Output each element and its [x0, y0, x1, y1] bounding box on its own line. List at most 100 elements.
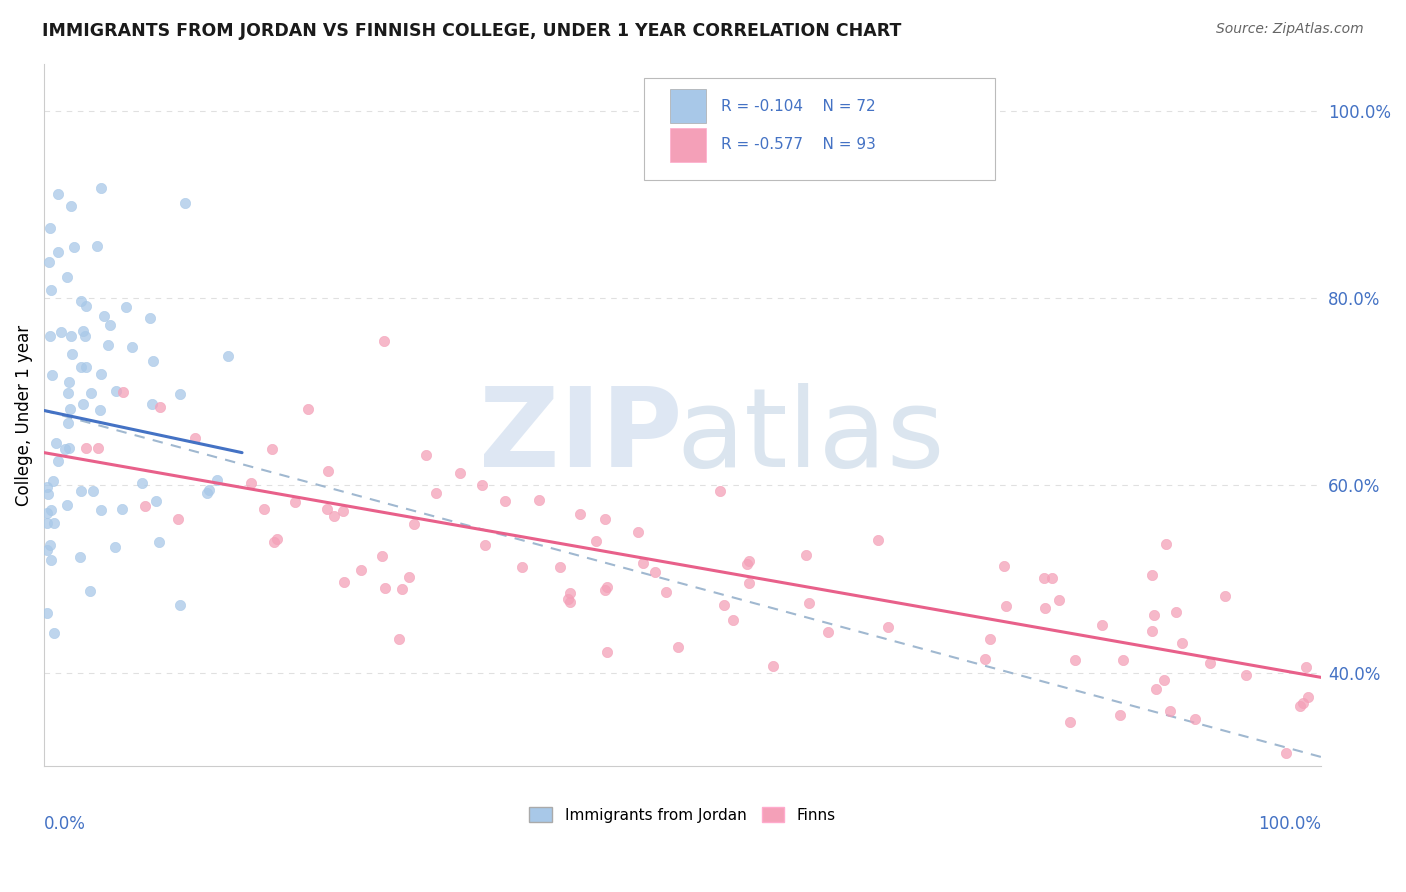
- Point: [1298, 690, 1320, 705]
- Point: [79, 584, 101, 599]
- Point: [46, 454, 69, 468]
- Point: [316, 464, 339, 478]
- Point: [148, 534, 170, 549]
- Point: [735, 557, 758, 571]
- Point: [596, 580, 619, 594]
- Point: [56, 386, 79, 401]
- Point: [60, 347, 83, 361]
- Point: [371, 549, 394, 564]
- Point: [93, 309, 115, 323]
- Point: [993, 558, 1015, 573]
- Point: [205, 473, 228, 487]
- Point: [41, 368, 63, 382]
- Point: [1143, 608, 1166, 623]
- Point: [39, 552, 62, 566]
- Legend: Immigrants from Jordan, Finns: Immigrants from Jordan, Finns: [523, 801, 842, 829]
- Point: [323, 509, 346, 524]
- Point: [332, 504, 354, 518]
- Point: [529, 493, 551, 508]
- Point: [39, 328, 62, 343]
- Point: [449, 466, 471, 480]
- Point: [56, 416, 79, 430]
- Point: [60, 329, 83, 343]
- Point: [568, 507, 591, 521]
- Point: [868, 533, 890, 547]
- Point: [58, 375, 80, 389]
- Point: [73, 328, 96, 343]
- Point: [98, 318, 121, 332]
- Point: [35, 542, 58, 557]
- Point: [1153, 673, 1175, 687]
- Point: [195, 486, 218, 500]
- Point: [1140, 624, 1163, 639]
- Point: [1040, 571, 1063, 585]
- Point: [402, 517, 425, 532]
- Point: [121, 340, 143, 354]
- Point: [1144, 682, 1167, 697]
- FancyBboxPatch shape: [669, 89, 706, 123]
- Point: [112, 385, 135, 400]
- Point: [97, 338, 120, 352]
- Point: [198, 483, 221, 497]
- Point: [1171, 636, 1194, 650]
- Point: [72, 324, 94, 338]
- Point: [1033, 600, 1056, 615]
- Point: [75, 441, 97, 455]
- Point: [1140, 568, 1163, 582]
- Point: [1295, 659, 1317, 673]
- Point: [35, 480, 58, 494]
- Point: [76, 360, 98, 375]
- Point: [44, 516, 66, 530]
- Point: [585, 533, 607, 548]
- Point: [415, 448, 437, 462]
- Point: [593, 582, 616, 597]
- FancyBboxPatch shape: [669, 128, 706, 161]
- Point: [560, 595, 582, 609]
- Point: [1154, 537, 1177, 551]
- Point: [1213, 589, 1236, 603]
- Point: [79, 386, 101, 401]
- Text: R = -0.104    N = 72: R = -0.104 N = 72: [721, 99, 876, 113]
- Point: [633, 556, 655, 570]
- Point: [388, 632, 411, 647]
- Point: [131, 475, 153, 490]
- Point: [184, 432, 207, 446]
- Text: ZIP: ZIP: [478, 383, 682, 490]
- Text: 100.0%: 100.0%: [1258, 815, 1322, 833]
- Point: [794, 549, 817, 563]
- Point: [762, 659, 785, 673]
- Point: [315, 502, 337, 516]
- Point: [1184, 712, 1206, 726]
- Point: [69, 484, 91, 499]
- Point: [169, 387, 191, 401]
- Point: [1059, 714, 1081, 729]
- Point: [90, 503, 112, 517]
- Text: Source: ZipAtlas.com: Source: ZipAtlas.com: [1216, 22, 1364, 37]
- Point: [1292, 696, 1315, 710]
- Point: [39, 283, 62, 297]
- Point: [217, 349, 239, 363]
- Point: [425, 485, 447, 500]
- Point: [167, 511, 190, 525]
- Text: IMMIGRANTS FROM JORDAN VS FINNISH COLLEGE, UNDER 1 YEAR CORRELATION CHART: IMMIGRANTS FROM JORDAN VS FINNISH COLLEG…: [42, 22, 901, 40]
- Text: R = -0.577    N = 93: R = -0.577 N = 93: [721, 137, 876, 153]
- Point: [1091, 617, 1114, 632]
- Text: atlas: atlas: [676, 383, 945, 490]
- Point: [49, 325, 72, 339]
- Point: [558, 586, 581, 600]
- Point: [1112, 653, 1135, 667]
- Text: 0.0%: 0.0%: [44, 815, 86, 833]
- Point: [139, 311, 162, 326]
- Point: [38, 221, 60, 235]
- Point: [797, 596, 820, 610]
- Point: [557, 592, 579, 607]
- Point: [82, 483, 104, 498]
- Point: [38, 255, 60, 269]
- Point: [1109, 708, 1132, 723]
- Point: [471, 478, 494, 492]
- Point: [253, 501, 276, 516]
- Point: [56, 498, 79, 512]
- Point: [398, 570, 420, 584]
- Point: [239, 475, 262, 490]
- Point: [973, 652, 995, 666]
